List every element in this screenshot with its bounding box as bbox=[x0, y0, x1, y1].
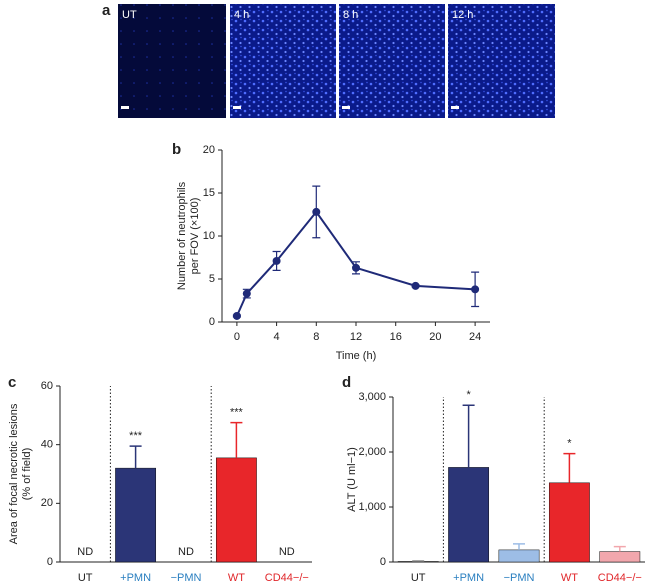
data-point bbox=[471, 285, 480, 294]
error-bar bbox=[563, 452, 576, 483]
scale-bar bbox=[121, 106, 129, 109]
panel-letter: b bbox=[172, 141, 181, 158]
annotation: ND bbox=[178, 546, 194, 558]
image-label: 8 h bbox=[343, 9, 358, 21]
y-axis-label: Number of neutrophils bbox=[176, 181, 188, 290]
data-point bbox=[272, 256, 281, 265]
annotation: ND bbox=[279, 546, 295, 558]
bar bbox=[115, 467, 157, 563]
x-tick-label: +PMN bbox=[120, 572, 151, 584]
x-tick-label: 4 bbox=[274, 331, 280, 343]
micrograph bbox=[448, 4, 555, 118]
bar bbox=[498, 549, 540, 563]
data-point bbox=[232, 311, 241, 320]
annotation: ND bbox=[77, 546, 93, 558]
micrograph bbox=[339, 4, 445, 118]
error-bar bbox=[462, 404, 475, 468]
y-axis-label: ALT (U ml−1) bbox=[346, 447, 358, 512]
image-row: UT 4 h 8 h 12 h bbox=[118, 4, 555, 118]
y-axis-label: (% of field) bbox=[21, 448, 33, 501]
error-bar bbox=[613, 545, 626, 552]
x-tick-label: 20 bbox=[429, 331, 441, 343]
x-tick-label: CD44−/− bbox=[265, 572, 309, 584]
error-bar bbox=[513, 543, 525, 550]
y-tick-label: 0 bbox=[47, 556, 53, 568]
image-label: UT bbox=[122, 9, 137, 21]
annotation: *** bbox=[230, 407, 244, 419]
annotation: * bbox=[466, 389, 471, 401]
error-bar bbox=[129, 445, 142, 469]
y-tick-label: 1,000 bbox=[358, 501, 386, 513]
bar bbox=[548, 482, 590, 563]
micrograph bbox=[230, 4, 336, 118]
y-tick-label: 2,000 bbox=[358, 446, 386, 458]
scale-bar bbox=[233, 106, 241, 109]
x-tick-label: WT bbox=[561, 572, 578, 584]
data-point bbox=[352, 263, 360, 272]
y-tick-label: 0 bbox=[209, 316, 215, 328]
micrograph bbox=[118, 4, 226, 118]
data-point bbox=[411, 281, 420, 290]
y-tick-label: 40 bbox=[41, 439, 53, 451]
x-tick-label: 24 bbox=[469, 331, 481, 343]
x-tick-label: 12 bbox=[350, 331, 362, 343]
y-tick-label: 20 bbox=[203, 144, 215, 156]
x-tick-label: UT bbox=[78, 572, 93, 584]
y-tick-label: 5 bbox=[209, 273, 215, 285]
image-label: 12 h bbox=[452, 9, 473, 21]
bar bbox=[599, 551, 641, 563]
x-tick-label: 8 bbox=[313, 331, 319, 343]
y-axis-label: per FOV (×100) bbox=[189, 198, 201, 275]
y-tick-label: 15 bbox=[203, 187, 215, 199]
panel-letter: d bbox=[342, 374, 351, 391]
error-bar bbox=[230, 421, 243, 458]
panel-letter: a bbox=[102, 2, 111, 19]
y-tick-label: 10 bbox=[203, 230, 215, 242]
panel-letter: c bbox=[8, 374, 16, 391]
x-tick-label: −PMN bbox=[504, 572, 535, 584]
scale-bar bbox=[451, 106, 459, 109]
data-point bbox=[242, 289, 251, 298]
annotation: * bbox=[567, 438, 572, 450]
x-tick-label: UT bbox=[411, 572, 426, 584]
x-tick-label: +PMN bbox=[453, 572, 484, 584]
annotation: *** bbox=[129, 430, 143, 442]
x-tick-label: CD44−/− bbox=[598, 572, 642, 584]
y-tick-label: 3,000 bbox=[358, 391, 386, 403]
data-point bbox=[312, 207, 321, 216]
bar bbox=[215, 457, 257, 563]
y-tick-label: 60 bbox=[41, 380, 53, 392]
bar bbox=[448, 467, 490, 563]
x-tick-label: 16 bbox=[390, 331, 402, 343]
image-label: 4 h bbox=[234, 9, 249, 21]
x-tick-label: WT bbox=[228, 572, 245, 584]
y-tick-label: 20 bbox=[41, 497, 53, 509]
scale-bar bbox=[342, 106, 350, 109]
y-tick-label: 0 bbox=[380, 556, 386, 568]
error-bar bbox=[412, 560, 425, 562]
x-axis-label: Time (h) bbox=[336, 350, 377, 362]
x-tick-label: −PMN bbox=[171, 572, 202, 584]
x-tick-label: 0 bbox=[234, 331, 240, 343]
y-axis-label: Area of focal necrotic lesions bbox=[8, 403, 20, 544]
